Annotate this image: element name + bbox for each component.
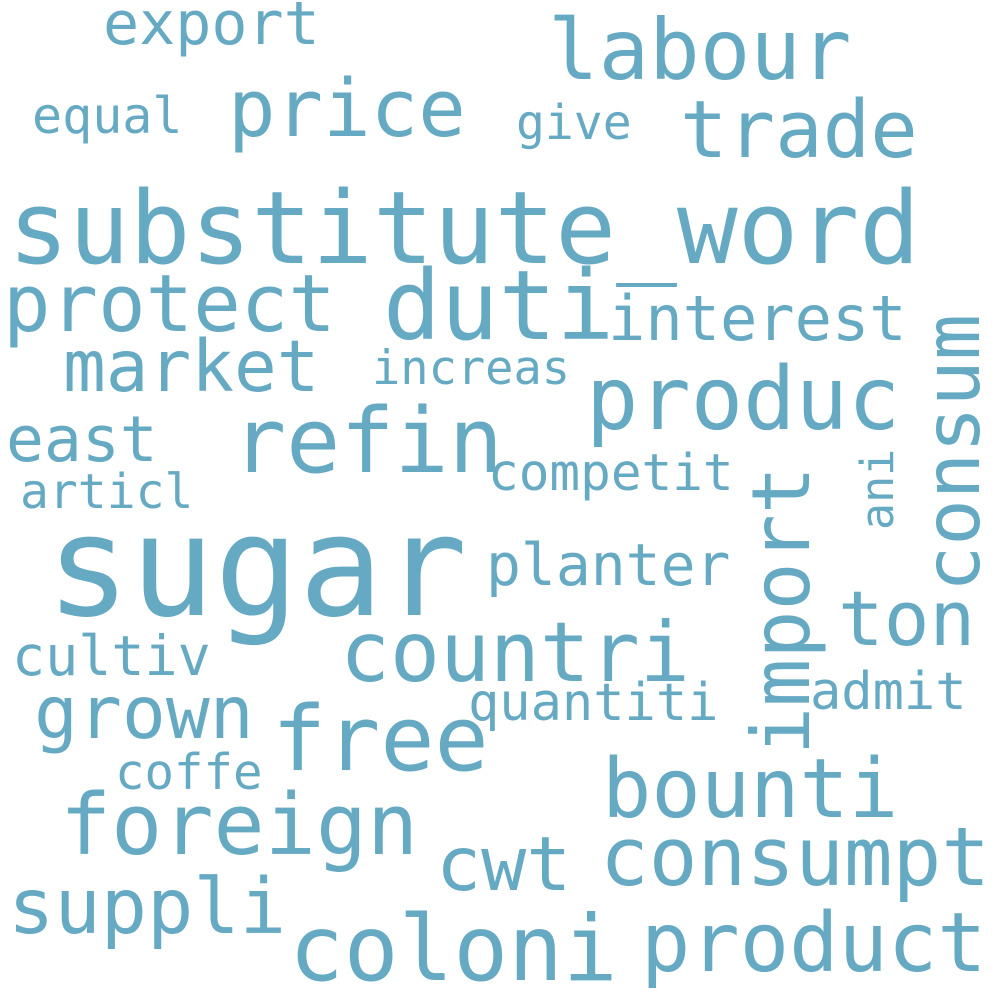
word-interest: interest	[608, 282, 907, 355]
word-give: give	[516, 95, 632, 151]
word-admit: admit	[810, 662, 967, 722]
word-price: price	[228, 63, 466, 155]
word-produc: produc	[586, 348, 901, 450]
word-trade: trade	[680, 84, 918, 176]
word-refin: refin	[232, 389, 503, 494]
word-cultiv: cultiv	[12, 624, 211, 688]
word-foreign: foreign	[60, 776, 419, 875]
word-cwt: cwt	[436, 820, 572, 908]
word-product: product	[641, 896, 987, 991]
word-export: export	[103, 0, 320, 59]
word-equal: equal	[32, 87, 183, 145]
word-grown: grown	[34, 671, 254, 756]
word-substitute-word: substitute_word	[8, 169, 921, 287]
word-quantiti: quantiti	[468, 673, 719, 733]
word-sugar: sugar	[46, 486, 468, 649]
word-countri: countri	[340, 604, 690, 701]
word-ani: ani	[851, 448, 904, 530]
word-free: free	[272, 687, 489, 792]
word-protect: protect	[3, 258, 336, 350]
word-suppli: suppli	[8, 863, 287, 952]
word-labour: labour	[548, 1, 852, 99]
word-articl: articl	[20, 464, 194, 520]
word-bounti: bounti	[602, 742, 899, 837]
word-east: east	[6, 403, 158, 476]
word-coloni: coloni	[289, 897, 618, 1000]
word-consum: consum	[909, 313, 998, 592]
word-ton: ton	[838, 574, 976, 663]
word-increas: increas	[372, 341, 571, 396]
word-coffe: coffe	[115, 744, 263, 801]
word-planter: planter	[486, 531, 731, 599]
word-competit: competit	[488, 444, 734, 503]
word-consumpt: consumpt	[600, 811, 991, 905]
word-duti: duti	[383, 250, 615, 362]
word-market: market	[63, 325, 320, 408]
